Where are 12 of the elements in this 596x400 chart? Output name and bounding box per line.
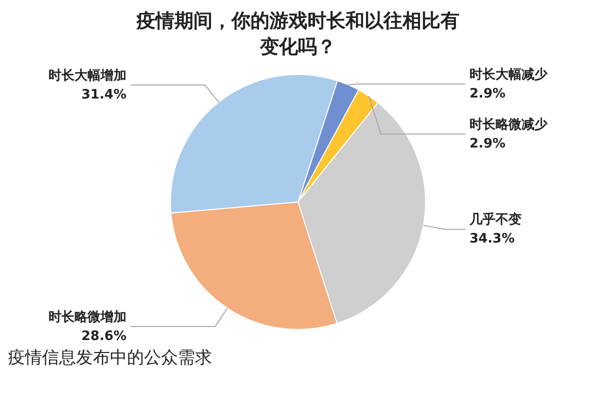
slice-label: 几乎不变 bbox=[468, 212, 522, 228]
data-label: 2.9% bbox=[470, 136, 506, 152]
data-label: 28.6% bbox=[81, 328, 126, 344]
data-label: 31.4% bbox=[81, 87, 126, 102]
data-label: 34.3% bbox=[470, 232, 515, 247]
chart-title: 疫情期间，你的游戏时长和以往相比有变化吗？ bbox=[135, 9, 460, 60]
slice-label: 时长略微增加 bbox=[48, 310, 126, 325]
text: 疫情信息发布中的公众需求 bbox=[8, 347, 213, 369]
slice-label: 时长略微减少 bbox=[470, 117, 548, 132]
slice-label: 时长大幅减少 bbox=[470, 67, 548, 82]
data-label: 2.9% bbox=[470, 86, 506, 102]
slice-label: 时长大幅增加 bbox=[48, 68, 126, 84]
